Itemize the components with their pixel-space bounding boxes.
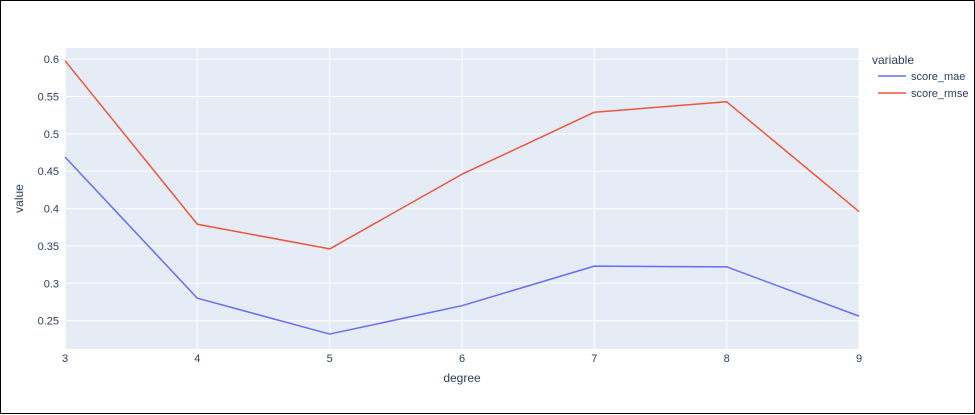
y-axis-title: value: [12, 184, 26, 213]
y-tick-label: 0.3: [44, 278, 59, 290]
y-tick-label: 0.55: [38, 92, 59, 104]
legend[interactable]: variable score_mae score_rmse: [872, 53, 968, 100]
legend-item-score-rmse[interactable]: score_rmse: [878, 88, 968, 100]
x-tick-label: 6: [459, 353, 465, 365]
y-tick-label: 0.25: [38, 316, 59, 328]
x-tick-labels: 3 4 5 6 7 8 9: [62, 353, 862, 365]
x-tick-label: 4: [194, 353, 200, 365]
grid-lines: [64, 48, 860, 349]
y-tick-label: 0.6: [44, 54, 59, 66]
y-tick-label: 0.4: [44, 204, 59, 216]
legend-item-score-mae[interactable]: score_mae: [878, 71, 965, 83]
x-tick-label: 7: [591, 353, 597, 365]
legend-title: variable: [872, 53, 914, 67]
legend-items[interactable]: score_mae score_rmse: [878, 71, 968, 100]
series-line-score-rmse[interactable]: [64, 60, 860, 250]
legend-label: score_rmse: [911, 88, 968, 100]
x-tick-label: 9: [856, 353, 862, 365]
y-tick-labels: 0.25 0.3 0.35 0.4 0.45 0.5 0.55 0.6: [38, 54, 59, 327]
y-tick-label: 0.35: [38, 241, 59, 253]
series-line-score-mae[interactable]: [64, 156, 860, 335]
x-tick-label: 3: [62, 353, 68, 365]
legend-label: score_mae: [911, 71, 965, 83]
x-axis-title: degree: [443, 371, 481, 385]
series-layer: [64, 60, 860, 335]
y-tick-label: 0.5: [44, 129, 59, 141]
y-tick-label: 0.45: [38, 166, 59, 178]
x-tick-label: 8: [724, 353, 730, 365]
x-tick-label: 5: [327, 353, 333, 365]
